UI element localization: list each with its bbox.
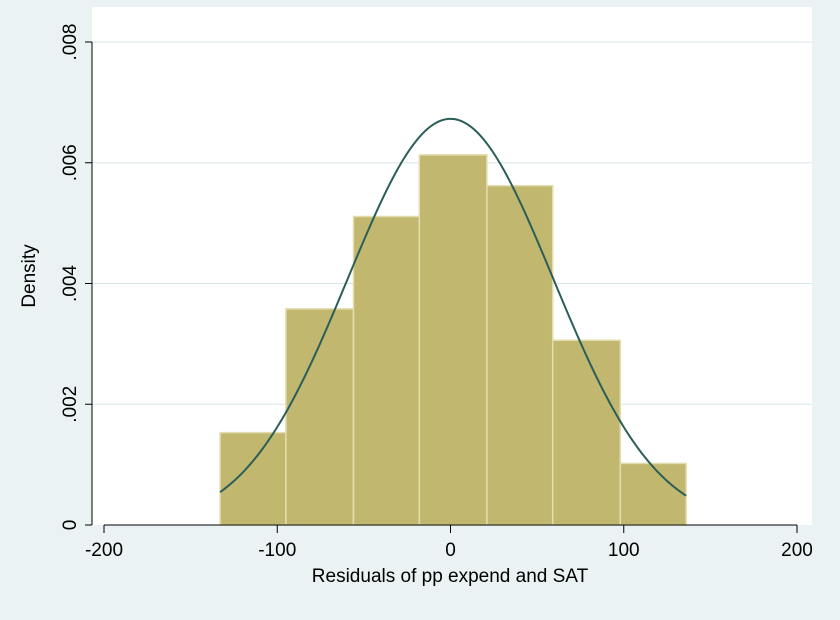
- x-tick-label: -100: [258, 540, 296, 561]
- y-axis-label: Density: [19, 244, 40, 308]
- histogram-bar: [551, 339, 622, 526]
- x-tick-label: 0: [445, 540, 456, 561]
- axes: 0 .002 .004 .006 .008 -200 -100 0 100 200: [60, 24, 813, 561]
- y-tick-label: .008: [60, 24, 81, 61]
- histogram-bar: [619, 462, 687, 526]
- y-tick-label: 0: [60, 520, 81, 531]
- x-tick-label: -200: [85, 540, 123, 561]
- y-tick-label: .002: [60, 386, 81, 423]
- normal-curve-line: [219, 117, 687, 497]
- histogram-bar: [418, 154, 488, 526]
- x-axis-label: Residuals of pp expend and SAT: [312, 566, 589, 587]
- histogram-bar: [352, 215, 421, 526]
- normal-density-curve: [219, 117, 687, 497]
- y-tick-label: .004: [60, 265, 81, 302]
- histogram-bar: [219, 431, 287, 526]
- y-tick-label: .006: [60, 144, 81, 181]
- x-tick-label: 200: [781, 540, 813, 561]
- histogram-bar: [486, 184, 554, 526]
- histogram-bar: [285, 308, 355, 526]
- x-tick-label: 100: [608, 540, 640, 561]
